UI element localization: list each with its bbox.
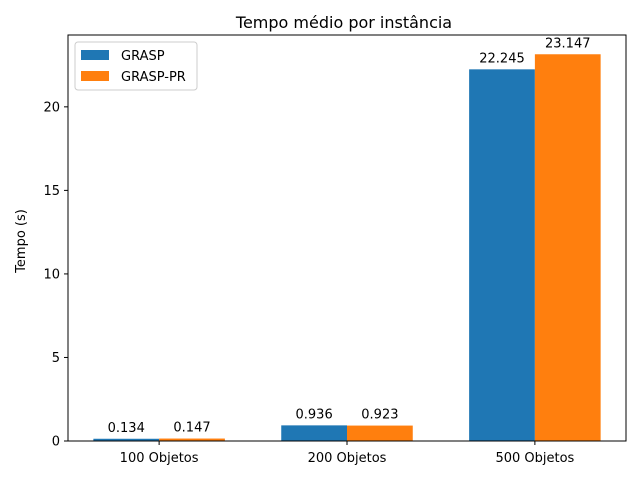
y-tick-label-15: 15 (43, 184, 60, 199)
data-label-grasp-0: 0.134 (108, 421, 145, 436)
legend-label-0: GRASP (121, 49, 165, 64)
legend-swatch-1 (81, 71, 109, 81)
x-tick-label-1: 200 Objetos (308, 451, 387, 466)
plot-area: 0.134 0.936 22.245 0.147 0.923 23.147 0 5 10 15 20… (43, 34, 627, 466)
y-tick-label-0: 0 (52, 435, 60, 450)
x-tick-label-0: 100 Objetos (120, 451, 199, 466)
data-label-grasp-2: 22.245 (479, 51, 525, 66)
chart-title: Tempo médio por instância (235, 13, 452, 32)
bar-grasp-pr-0 (159, 438, 225, 441)
legend-label-1: GRASP-PR (121, 70, 186, 85)
bar-grasp-pr-2 (534, 54, 601, 442)
data-label-grasp-pr-0: 0.147 (173, 421, 210, 436)
legend-swatch-0 (81, 50, 109, 60)
data-label-grasp-1: 0.936 (296, 407, 333, 422)
data-label-grasp-pr-2: 23.147 (545, 36, 591, 51)
y-tick-label-20: 20 (43, 100, 60, 115)
bar-grasp-2 (469, 69, 535, 441)
legend: GRASP GRASP-PR (74, 41, 198, 91)
x-tick-label-2: 500 Objetos (495, 451, 574, 466)
bar-grasp-0 (93, 438, 160, 441)
data-label-grasp-pr-1: 0.923 (361, 408, 398, 423)
y-axis-label: Tempo (s) (14, 209, 29, 274)
bar-grasp-pr-1 (347, 425, 413, 441)
bar-grasp-1 (281, 425, 347, 441)
y-tick-label-5: 5 (52, 351, 60, 366)
y-tick-label-10: 10 (43, 267, 60, 282)
